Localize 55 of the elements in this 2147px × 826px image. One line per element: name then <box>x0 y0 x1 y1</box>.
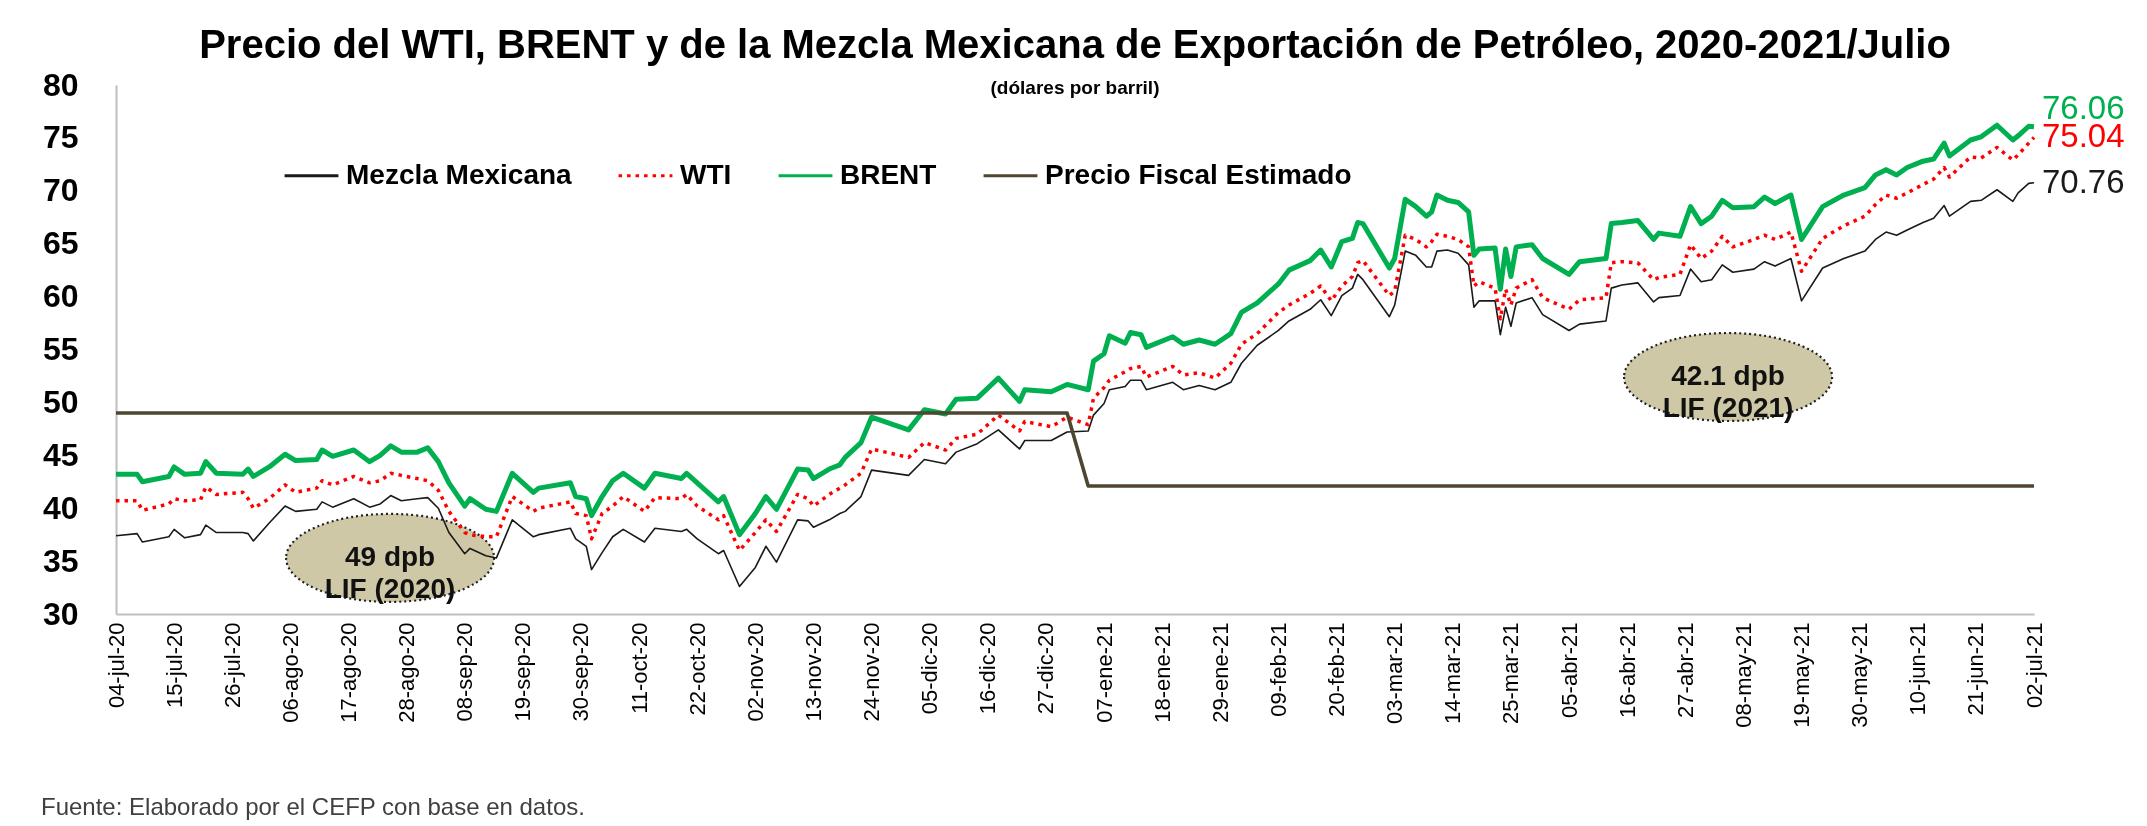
x-tick-label: 03-mar-21 <box>1382 622 1408 724</box>
legend-label: Mezcla Mexicana <box>346 158 573 190</box>
chart-title: Precio del WTI, BRENT y de la Mezcla Mexicana de Exportación de Petróleo, 2020-2021/Julio <box>199 22 1951 66</box>
x-tick-label: 19-sep-20 <box>510 622 536 722</box>
x-tick-label: 27-abr-21 <box>1672 622 1698 718</box>
y-tick-label: 30 <box>42 595 79 632</box>
source-note: Fuente: Elaborado por el CEFP con base en datos. <box>41 793 585 820</box>
legend-label: Precio Fiscal Estimado <box>1045 158 1352 190</box>
x-tick-label: 07-ene-21 <box>1091 622 1117 723</box>
y-tick-label: 45 <box>42 436 79 473</box>
legend-label: WTI <box>680 158 732 190</box>
annotation: 42.1 dpb LIF (2021) <box>1662 360 1794 424</box>
x-tick-label: 16-dic-20 <box>975 622 1001 715</box>
x-tick-label: 08-may-21 <box>1730 622 1756 728</box>
x-tick-label: 15-jul-20 <box>161 622 187 709</box>
x-tick-label: 05-abr-21 <box>1556 622 1582 718</box>
x-tick-label: 25-mar-21 <box>1498 622 1524 724</box>
x-tick-label: 20-feb-21 <box>1324 622 1350 717</box>
legend-label: BRENT <box>840 158 937 190</box>
y-tick-label: 60 <box>42 278 79 315</box>
y-tick-label: 50 <box>42 383 79 420</box>
x-tick-label: 04-jul-20 <box>103 622 129 709</box>
x-tick-label: 08-sep-20 <box>452 622 478 722</box>
x-tick-label: 13-nov-20 <box>800 622 826 722</box>
y-tick-label: 65 <box>42 225 79 262</box>
y-tick-label: 80 <box>42 66 79 103</box>
x-tick-label: 02-nov-20 <box>742 622 768 722</box>
x-tick-label: 26-jul-20 <box>219 622 245 709</box>
y-tick-label: 40 <box>42 489 79 526</box>
x-tick-label: 28-ago-20 <box>394 622 420 723</box>
x-tick-label: 30-may-21 <box>1847 622 1873 728</box>
data-label: 70.76 <box>2042 162 2125 200</box>
annotation: 49 dpb LIF (2020) <box>324 540 456 604</box>
x-tick-label: 05-dic-20 <box>917 622 943 715</box>
x-tick-label: 06-ago-20 <box>277 622 303 723</box>
x-tick-label: 27-dic-20 <box>1033 622 1059 715</box>
x-tick-label: 24-nov-20 <box>859 622 885 722</box>
chart-subtitle: (dólares por barril) <box>990 77 1160 98</box>
x-tick-label: 10-jun-21 <box>1905 622 1931 716</box>
x-tick-label: 18-ene-21 <box>1149 622 1175 723</box>
x-tick-label: 21-jun-21 <box>1963 622 1989 716</box>
x-tick-label: 22-oct-20 <box>684 622 710 716</box>
y-tick-label: 55 <box>42 331 79 367</box>
x-tick-label: 29-ene-21 <box>1207 622 1233 723</box>
x-tick-label: 14-mar-21 <box>1440 622 1466 724</box>
y-tick-label: 35 <box>42 542 79 579</box>
y-tick-label: 70 <box>42 172 79 209</box>
x-tick-label: 19-may-21 <box>1789 622 1815 728</box>
x-tick-label: 11-oct-20 <box>626 622 652 714</box>
x-tick-label: 17-ago-20 <box>335 622 361 723</box>
x-tick-label: 30-sep-20 <box>568 622 594 722</box>
x-tick-label: 02-jul-21 <box>2021 622 2047 709</box>
x-tick-label: 09-feb-21 <box>1265 622 1291 717</box>
x-tick-label: 16-abr-21 <box>1614 622 1640 718</box>
y-tick-label: 75 <box>42 119 79 156</box>
